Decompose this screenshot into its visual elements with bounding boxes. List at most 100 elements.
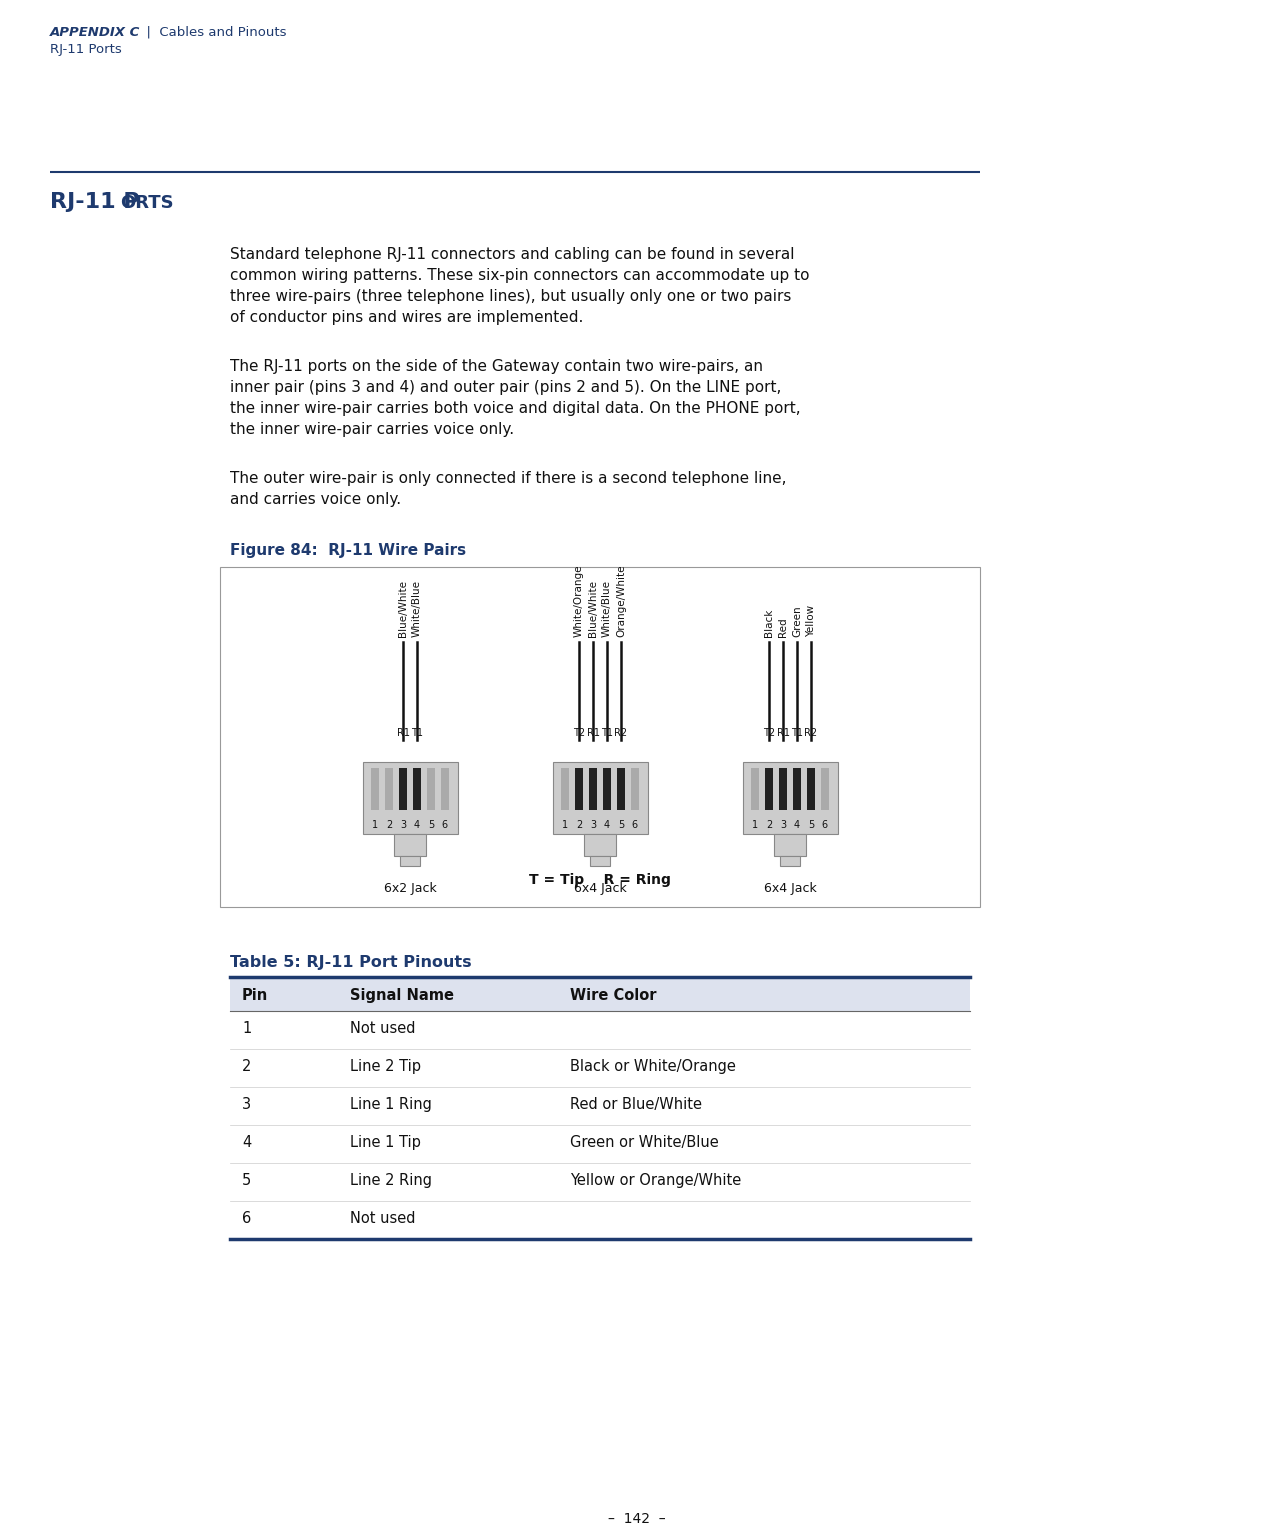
Text: Yellow or Orange/White: Yellow or Orange/White: [570, 1174, 741, 1187]
Text: Signal Name: Signal Name: [351, 988, 454, 1003]
Text: T2: T2: [762, 728, 775, 738]
Text: Green: Green: [792, 605, 802, 637]
Text: Not used: Not used: [351, 1020, 416, 1036]
Text: Blue/White: Blue/White: [398, 581, 408, 637]
Text: 2: 2: [242, 1059, 251, 1074]
Text: 2: 2: [576, 820, 583, 830]
Text: 4: 4: [414, 820, 419, 830]
Text: 5: 5: [808, 820, 813, 830]
Bar: [590, 856, 609, 866]
Text: Table 5: RJ-11 Port Pinouts: Table 5: RJ-11 Port Pinouts: [230, 954, 472, 970]
Text: 6: 6: [822, 820, 827, 830]
Bar: [561, 768, 569, 809]
Text: 3: 3: [400, 820, 407, 830]
Text: –  142  –: – 142 –: [608, 1512, 666, 1526]
Text: and carries voice only.: and carries voice only.: [230, 492, 402, 507]
Bar: [793, 768, 801, 809]
Text: 6x4 Jack: 6x4 Jack: [764, 882, 816, 895]
Text: RJ-11 P: RJ-11 P: [50, 192, 140, 211]
Text: T = Tip    R = Ring: T = Tip R = Ring: [529, 873, 671, 887]
Bar: [441, 768, 449, 809]
Text: T1: T1: [601, 728, 613, 738]
Bar: [400, 856, 419, 866]
Text: |  Cables and Pinouts: | Cables and Pinouts: [138, 26, 287, 38]
Text: 5: 5: [618, 820, 623, 830]
Text: ORTS: ORTS: [120, 195, 173, 211]
Bar: [362, 761, 458, 833]
Text: Line 1 Tip: Line 1 Tip: [351, 1135, 421, 1151]
Text: 6: 6: [441, 820, 448, 830]
Bar: [230, 979, 970, 1011]
Text: Orange/White: Orange/White: [616, 564, 626, 637]
Text: 1: 1: [372, 820, 379, 830]
Text: three wire-pairs (three telephone lines), but usually only one or two pairs: three wire-pairs (three telephone lines)…: [230, 290, 792, 303]
Text: The outer wire-pair is only connected if there is a second telephone line,: The outer wire-pair is only connected if…: [230, 470, 787, 486]
Bar: [603, 768, 611, 809]
Text: Green or White/Blue: Green or White/Blue: [570, 1135, 719, 1151]
Bar: [774, 833, 806, 856]
Text: Black or White/Orange: Black or White/Orange: [570, 1059, 736, 1074]
Text: Not used: Not used: [351, 1210, 416, 1226]
Text: 2: 2: [386, 820, 393, 830]
Text: common wiring patterns. These six-pin connectors can accommodate up to: common wiring patterns. These six-pin co…: [230, 268, 810, 283]
Text: 4: 4: [604, 820, 609, 830]
Text: Line 2 Tip: Line 2 Tip: [351, 1059, 421, 1074]
Text: 5: 5: [242, 1174, 251, 1187]
Bar: [552, 761, 648, 833]
Text: R2: R2: [805, 728, 817, 738]
Text: the inner wire-pair carries both voice and digital data. On the PHONE port,: the inner wire-pair carries both voice a…: [230, 401, 801, 417]
Text: The RJ-11 ports on the side of the Gateway contain two wire-pairs, an: The RJ-11 ports on the side of the Gatew…: [230, 358, 762, 374]
Bar: [427, 768, 435, 809]
Text: 3: 3: [242, 1097, 251, 1112]
Text: RJ-11 Ports: RJ-11 Ports: [50, 43, 121, 57]
Text: White/Orange: White/Orange: [574, 564, 584, 637]
Text: APPENDIX C: APPENDIX C: [50, 26, 140, 38]
Text: 1: 1: [752, 820, 759, 830]
Bar: [742, 761, 838, 833]
Bar: [807, 768, 815, 809]
Bar: [779, 768, 787, 809]
Bar: [371, 768, 379, 809]
Bar: [575, 768, 583, 809]
Text: 1: 1: [562, 820, 569, 830]
Text: 3: 3: [780, 820, 787, 830]
Text: R1: R1: [397, 728, 409, 738]
Text: Yellow: Yellow: [806, 605, 816, 637]
Bar: [751, 768, 759, 809]
Text: T1: T1: [790, 728, 803, 738]
Bar: [413, 768, 421, 809]
Text: Red: Red: [778, 617, 788, 637]
Text: White/Blue: White/Blue: [412, 581, 422, 637]
Bar: [385, 768, 393, 809]
Text: Pin: Pin: [242, 988, 268, 1003]
Text: 3: 3: [590, 820, 597, 830]
Text: 2: 2: [766, 820, 773, 830]
Bar: [394, 833, 426, 856]
Text: 5: 5: [428, 820, 434, 830]
Bar: [589, 768, 597, 809]
Bar: [584, 833, 616, 856]
Bar: [780, 856, 799, 866]
Bar: [631, 768, 639, 809]
Text: inner pair (pins 3 and 4) and outer pair (pins 2 and 5). On the LINE port,: inner pair (pins 3 and 4) and outer pair…: [230, 380, 782, 395]
Text: 1: 1: [242, 1020, 251, 1036]
Text: Line 1 Ring: Line 1 Ring: [351, 1097, 432, 1112]
Text: R2: R2: [615, 728, 627, 738]
Bar: [765, 768, 773, 809]
Text: 6x2 Jack: 6x2 Jack: [384, 882, 436, 895]
Text: Line 2 Ring: Line 2 Ring: [351, 1174, 432, 1187]
Bar: [221, 567, 980, 907]
Text: 6: 6: [632, 820, 638, 830]
Text: T1: T1: [411, 728, 423, 738]
Text: 6x4 Jack: 6x4 Jack: [574, 882, 626, 895]
Text: T2: T2: [572, 728, 585, 738]
Text: Figure 84:  RJ-11 Wire Pairs: Figure 84: RJ-11 Wire Pairs: [230, 542, 467, 558]
Text: Wire Color: Wire Color: [570, 988, 657, 1003]
Bar: [821, 768, 829, 809]
Text: Red or Blue/White: Red or Blue/White: [570, 1097, 703, 1112]
Text: the inner wire-pair carries voice only.: the inner wire-pair carries voice only.: [230, 421, 514, 437]
Text: R1: R1: [776, 728, 789, 738]
Text: R1: R1: [586, 728, 599, 738]
Text: of conductor pins and wires are implemented.: of conductor pins and wires are implemen…: [230, 309, 584, 325]
Bar: [617, 768, 625, 809]
